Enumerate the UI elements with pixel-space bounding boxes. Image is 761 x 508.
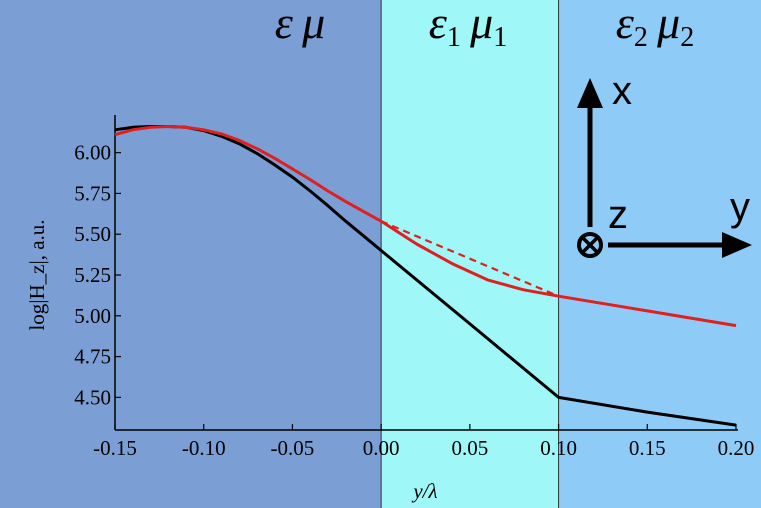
plot-frame: [114, 115, 738, 431]
y-tick-label: 5.75: [74, 181, 111, 205]
axis-labels: y/λ log|H_z|, a.u.: [25, 219, 438, 503]
region-label-1: ε1 μ1: [429, 0, 507, 53]
x-axis-label: y/λ: [411, 479, 437, 503]
x-tick-label: 0.20: [718, 436, 755, 460]
region-1: [381, 0, 559, 508]
series-line-2: [380, 220, 560, 298]
y-tick-label: 4.75: [74, 345, 111, 369]
y-direction-arrowhead: [722, 232, 752, 258]
region-0: [0, 0, 382, 508]
y-axis-label: log|H_z|, a.u.: [25, 219, 49, 330]
coordinate-system: x y z: [577, 69, 752, 258]
x-tick-label: -0.05: [271, 436, 315, 460]
y-axis-letter: y: [730, 185, 750, 229]
y-tick-label: 4.50: [74, 385, 111, 409]
x-tick-label: -0.10: [182, 436, 226, 460]
z-cross-stroke-2: [581, 236, 599, 254]
region-label-2: ε2 μ2: [616, 0, 694, 53]
y-tick-label: 6.00: [74, 141, 111, 165]
region-label-0: ε μ: [275, 0, 325, 48]
y-tick-label: 5.50: [74, 222, 111, 246]
y-tick-label: 5.00: [74, 304, 111, 328]
z-axis-letter: z: [608, 193, 628, 237]
x-direction-arrowhead: [577, 78, 603, 108]
ticks: -0.15 -0.10 -0.05 0.00 0.05 0.10 0.15 0.20 4.50 4…: [74, 141, 754, 460]
x-tick-label: 0.05: [451, 436, 488, 460]
x-tick-label: 0.15: [629, 436, 666, 460]
y-tick-label: 5.25: [74, 263, 111, 287]
x-axis-letter: x: [612, 69, 632, 113]
region-labels: ε μ ε1 μ1 ε2 μ2: [275, 0, 694, 53]
x-tick-label: 0.10: [540, 436, 577, 460]
x-tick-label: -0.15: [93, 436, 137, 460]
x-tick-label: 0.00: [363, 436, 400, 460]
z-direction-icon: [577, 232, 603, 258]
series-lines: [114, 125, 737, 427]
series-line-1: [114, 125, 737, 328]
